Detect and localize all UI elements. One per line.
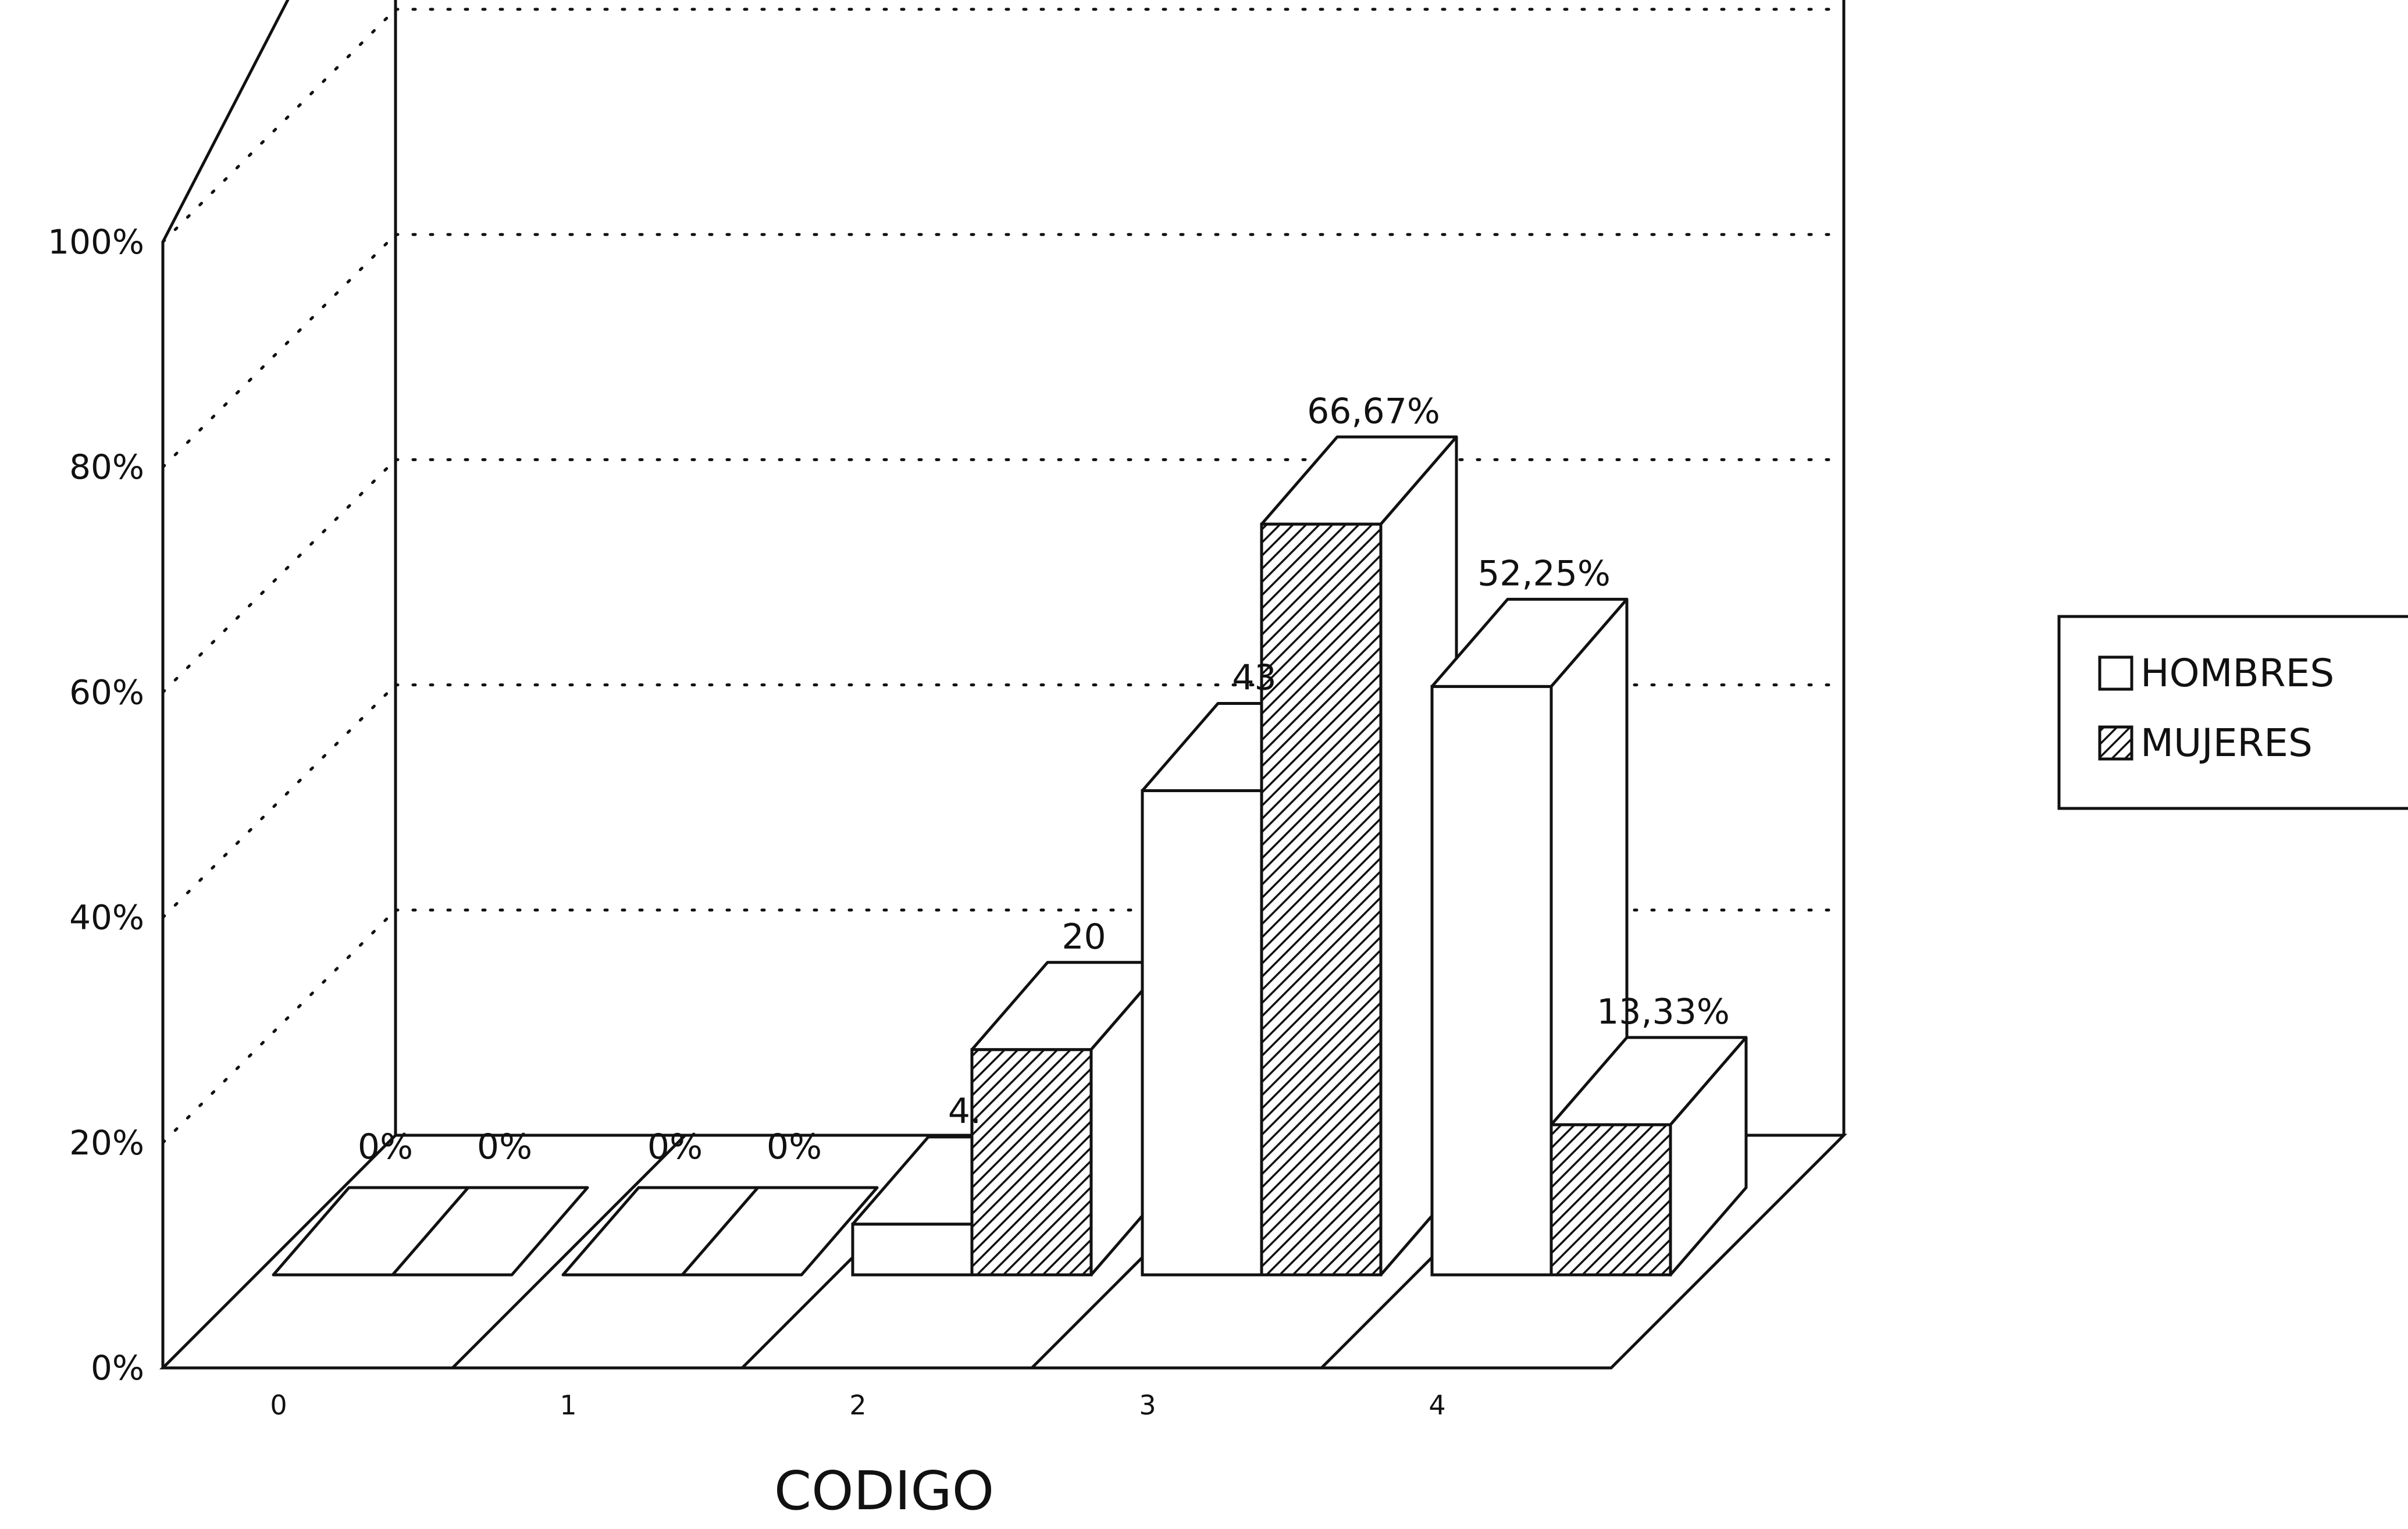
legend-box xyxy=(2057,615,2408,810)
bar-mujeres xyxy=(1549,1036,1748,1277)
data-label: 43 xyxy=(1232,658,1276,698)
y-tick-label: 80% xyxy=(69,447,144,487)
bars xyxy=(272,435,1748,1277)
data-label: 0% xyxy=(358,1127,413,1167)
legend-swatch xyxy=(2098,725,2133,761)
y-axis-ticks: 0% 20% 40% 60% 80% 100% xyxy=(48,222,144,1388)
y-tick-label: 60% xyxy=(69,672,144,712)
data-label: 52,25% xyxy=(1477,553,1611,594)
data-label: 20 xyxy=(1061,917,1106,957)
data-label: 66,67% xyxy=(1307,391,1440,432)
bar-mujeres xyxy=(1260,435,1458,1277)
y-tick-label: 40% xyxy=(69,898,144,938)
x-tick-label: 1 xyxy=(560,1389,576,1421)
gridline-side xyxy=(161,8,397,244)
x-axis-title: CODIGO xyxy=(774,1460,994,1522)
y-tick-label: 20% xyxy=(69,1123,144,1163)
bar-front xyxy=(851,1223,974,1277)
bar-mujeres xyxy=(681,1186,879,1277)
bar-front xyxy=(970,1048,1093,1277)
bar-front xyxy=(1260,522,1383,1277)
bar-front xyxy=(1549,1123,1672,1277)
bar-front xyxy=(1141,789,1263,1277)
data-labels: 0% 0% 0% 0% 4. 20 43 66,67% 52,25% 13,33% xyxy=(358,391,1730,1167)
data-label: 0% xyxy=(767,1127,822,1167)
legend-swatch xyxy=(2098,655,2133,691)
bar-front xyxy=(1430,685,1553,1277)
x-tick-label: 2 xyxy=(849,1389,866,1421)
legend-label: HOMBRES xyxy=(2140,651,2334,696)
legend-label: MUJERES xyxy=(2140,721,2313,765)
bar-mujeres xyxy=(391,1186,589,1277)
y-tick-label: 100% xyxy=(48,222,144,262)
y-tick-label: 0% xyxy=(91,1348,144,1388)
data-label: 4. xyxy=(948,1091,981,1132)
gridline-side xyxy=(161,458,397,694)
bar-top xyxy=(681,1186,879,1277)
gridline-side xyxy=(161,683,397,919)
data-label: 0% xyxy=(647,1127,703,1167)
legend: HOMBRES MUJERES xyxy=(2057,615,2408,810)
data-label: 13,33% xyxy=(1597,992,1730,1032)
x-tick-label: 3 xyxy=(1139,1389,1156,1421)
x-tick-label: 0 xyxy=(270,1389,287,1421)
gridline-side xyxy=(161,233,397,469)
data-label: 0% xyxy=(477,1127,532,1167)
x-tick-label: 4 xyxy=(1429,1389,1445,1421)
category-divider xyxy=(451,1134,686,1369)
bar-top xyxy=(391,1186,589,1277)
back-wall xyxy=(394,0,1846,1135)
x-axis-ticks: 0 1 2 3 4 xyxy=(270,1389,1445,1421)
gridline-side xyxy=(161,908,397,1145)
